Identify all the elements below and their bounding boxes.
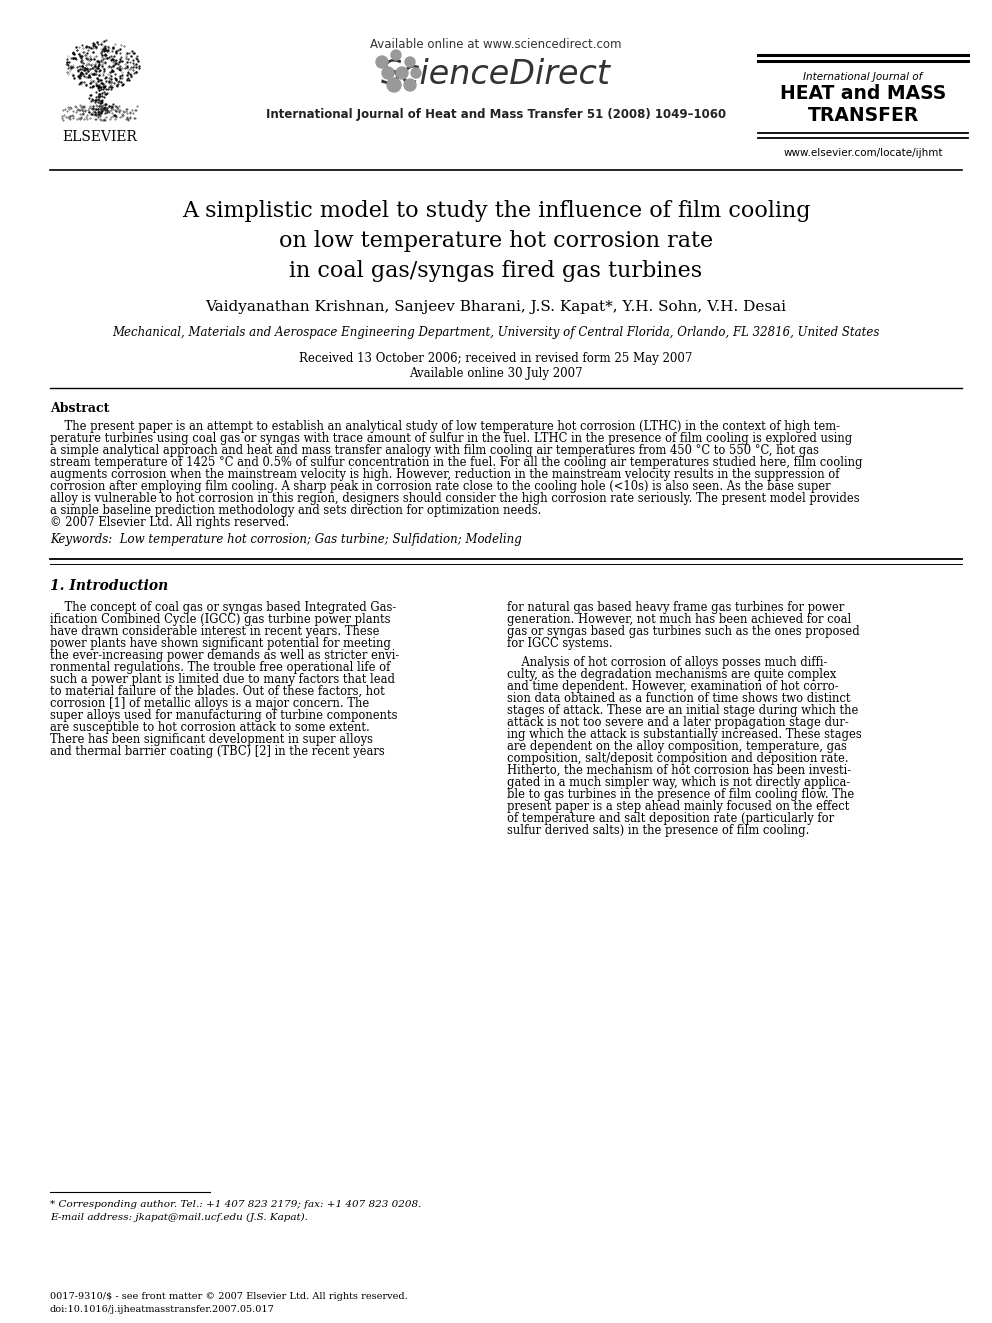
Text: such a power plant is limited due to many factors that lead: such a power plant is limited due to man…	[50, 673, 395, 687]
Text: Analysis of hot corrosion of alloys posses much diffi-: Analysis of hot corrosion of alloys poss…	[507, 656, 827, 669]
Text: doi:10.1016/j.ijheatmasstransfer.2007.05.017: doi:10.1016/j.ijheatmasstransfer.2007.05…	[50, 1304, 275, 1314]
Text: The present paper is an attempt to establish an analytical study of low temperat: The present paper is an attempt to estab…	[50, 419, 840, 433]
Text: the ever-increasing power demands as well as stricter envi-: the ever-increasing power demands as wel…	[50, 650, 399, 662]
Circle shape	[391, 50, 401, 60]
Text: of temperature and salt deposition rate (particularly for: of temperature and salt deposition rate …	[507, 812, 834, 826]
Text: Keywords:  Low temperature hot corrosion; Gas turbine; Sulfidation; Modeling: Keywords: Low temperature hot corrosion;…	[50, 533, 522, 546]
Text: a simple baseline prediction methodology and sets direction for optimization nee: a simple baseline prediction methodology…	[50, 504, 542, 517]
Text: stages of attack. These are an initial stage during which the: stages of attack. These are an initial s…	[507, 704, 858, 717]
Text: perature turbines using coal gas or syngas with trace amount of sulfur in the fu: perature turbines using coal gas or syng…	[50, 433, 852, 445]
Circle shape	[376, 56, 388, 67]
Text: 0017-9310/$ - see front matter © 2007 Elsevier Ltd. All rights reserved.: 0017-9310/$ - see front matter © 2007 El…	[50, 1293, 408, 1301]
Circle shape	[411, 67, 421, 78]
Text: E-mail address: jkapat@mail.ucf.edu (J.S. Kapat).: E-mail address: jkapat@mail.ucf.edu (J.S…	[50, 1213, 308, 1222]
Text: corrosion [1] of metallic alloys is a major concern. The: corrosion [1] of metallic alloys is a ma…	[50, 697, 369, 710]
Text: A simplistic model to study the influence of film cooling: A simplistic model to study the influenc…	[182, 200, 810, 222]
Text: ScienceDirect: ScienceDirect	[381, 58, 611, 91]
Text: * Corresponding author. Tel.: +1 407 823 2179; fax: +1 407 823 0208.: * Corresponding author. Tel.: +1 407 823…	[50, 1200, 422, 1209]
Text: culty, as the degradation mechanisms are quite complex: culty, as the degradation mechanisms are…	[507, 668, 836, 681]
Text: are susceptible to hot corrosion attack to some extent.: are susceptible to hot corrosion attack …	[50, 721, 370, 734]
Text: Vaidyanathan Krishnan, Sanjeev Bharani, J.S. Kapat*, Y.H. Sohn, V.H. Desai: Vaidyanathan Krishnan, Sanjeev Bharani, …	[205, 300, 787, 314]
Text: © 2007 Elsevier Ltd. All rights reserved.: © 2007 Elsevier Ltd. All rights reserved…	[50, 516, 290, 529]
Text: are dependent on the alloy composition, temperature, gas: are dependent on the alloy composition, …	[507, 740, 847, 753]
Circle shape	[404, 79, 416, 91]
Text: There has been significant development in super alloys: There has been significant development i…	[50, 733, 373, 746]
Text: Hitherto, the mechanism of hot corrosion has been investi-: Hitherto, the mechanism of hot corrosion…	[507, 765, 851, 777]
Text: to material failure of the blades. Out of these factors, hot: to material failure of the blades. Out o…	[50, 685, 385, 699]
Text: Abstract: Abstract	[50, 402, 109, 415]
Text: gated in a much simpler way, which is not directly applica-: gated in a much simpler way, which is no…	[507, 777, 850, 790]
Text: International Journal of: International Journal of	[804, 71, 923, 82]
Text: and time dependent. However, examination of hot corro-: and time dependent. However, examination…	[507, 680, 838, 693]
Text: and thermal barrier coating (TBC) [2] in the recent years: and thermal barrier coating (TBC) [2] in…	[50, 745, 385, 758]
Text: composition, salt/deposit composition and deposition rate.: composition, salt/deposit composition an…	[507, 753, 848, 765]
Text: www.elsevier.com/locate/ijhmt: www.elsevier.com/locate/ijhmt	[784, 148, 942, 157]
Text: on low temperature hot corrosion rate: on low temperature hot corrosion rate	[279, 230, 713, 251]
Text: Available online at www.sciencedirect.com: Available online at www.sciencedirect.co…	[370, 38, 622, 52]
Text: generation. However, not much has been achieved for coal: generation. However, not much has been a…	[507, 613, 851, 626]
Circle shape	[405, 57, 415, 67]
Text: TRANSFER: TRANSFER	[807, 106, 919, 124]
Text: super alloys used for manufacturing of turbine components: super alloys used for manufacturing of t…	[50, 709, 398, 722]
Text: corrosion after employing film cooling. A sharp peak in corrosion rate close to : corrosion after employing film cooling. …	[50, 480, 830, 493]
Text: in coal gas/syngas fired gas turbines: in coal gas/syngas fired gas turbines	[290, 261, 702, 282]
Text: for IGCC systems.: for IGCC systems.	[507, 636, 613, 650]
Text: for natural gas based heavy frame gas turbines for power: for natural gas based heavy frame gas tu…	[507, 601, 844, 614]
Text: power plants have shown significant potential for meeting: power plants have shown significant pote…	[50, 636, 391, 650]
Text: sion data obtained as a function of time shows two distinct: sion data obtained as a function of time…	[507, 692, 850, 705]
Text: HEAT and MASS: HEAT and MASS	[780, 83, 946, 103]
Text: Available online 30 July 2007: Available online 30 July 2007	[409, 366, 583, 380]
Text: sulfur derived salts) in the presence of film cooling.: sulfur derived salts) in the presence of…	[507, 824, 809, 837]
Circle shape	[387, 78, 401, 93]
Text: augments corrosion when the mainstream velocity is high. However, reduction in t: augments corrosion when the mainstream v…	[50, 468, 839, 482]
Text: have drawn considerable interest in recent years. These: have drawn considerable interest in rece…	[50, 624, 380, 638]
Circle shape	[382, 67, 394, 79]
Text: 1. Introduction: 1. Introduction	[50, 579, 169, 593]
Text: The concept of coal gas or syngas based Integrated Gas-: The concept of coal gas or syngas based …	[50, 601, 396, 614]
Text: a simple analytical approach and heat and mass transfer analogy with film coolin: a simple analytical approach and heat an…	[50, 445, 819, 456]
Text: alloy is vulnerable to hot corrosion in this region, designers should consider t: alloy is vulnerable to hot corrosion in …	[50, 492, 860, 505]
Text: gas or syngas based gas turbines such as the ones proposed: gas or syngas based gas turbines such as…	[507, 624, 860, 638]
Circle shape	[396, 67, 408, 79]
Text: ble to gas turbines in the presence of film cooling flow. The: ble to gas turbines in the presence of f…	[507, 789, 854, 802]
Text: Received 13 October 2006; received in revised form 25 May 2007: Received 13 October 2006; received in re…	[300, 352, 692, 365]
Text: present paper is a step ahead mainly focused on the effect: present paper is a step ahead mainly foc…	[507, 800, 849, 814]
Text: ronmental regulations. The trouble free operational life of: ronmental regulations. The trouble free …	[50, 662, 391, 673]
Text: stream temperature of 1425 °C and 0.5% of sulfur concentration in the fuel. For : stream temperature of 1425 °C and 0.5% o…	[50, 456, 862, 468]
Text: Mechanical, Materials and Aerospace Engineering Department, University of Centra: Mechanical, Materials and Aerospace Engi…	[112, 325, 880, 339]
Text: International Journal of Heat and Mass Transfer 51 (2008) 1049–1060: International Journal of Heat and Mass T…	[266, 108, 726, 120]
Text: ification Combined Cycle (IGCC) gas turbine power plants: ification Combined Cycle (IGCC) gas turb…	[50, 613, 391, 626]
Text: attack is not too severe and a later propagation stage dur-: attack is not too severe and a later pro…	[507, 716, 849, 729]
Text: ELSEVIER: ELSEVIER	[62, 130, 138, 144]
Text: ing which the attack is substantially increased. These stages: ing which the attack is substantially in…	[507, 728, 862, 741]
